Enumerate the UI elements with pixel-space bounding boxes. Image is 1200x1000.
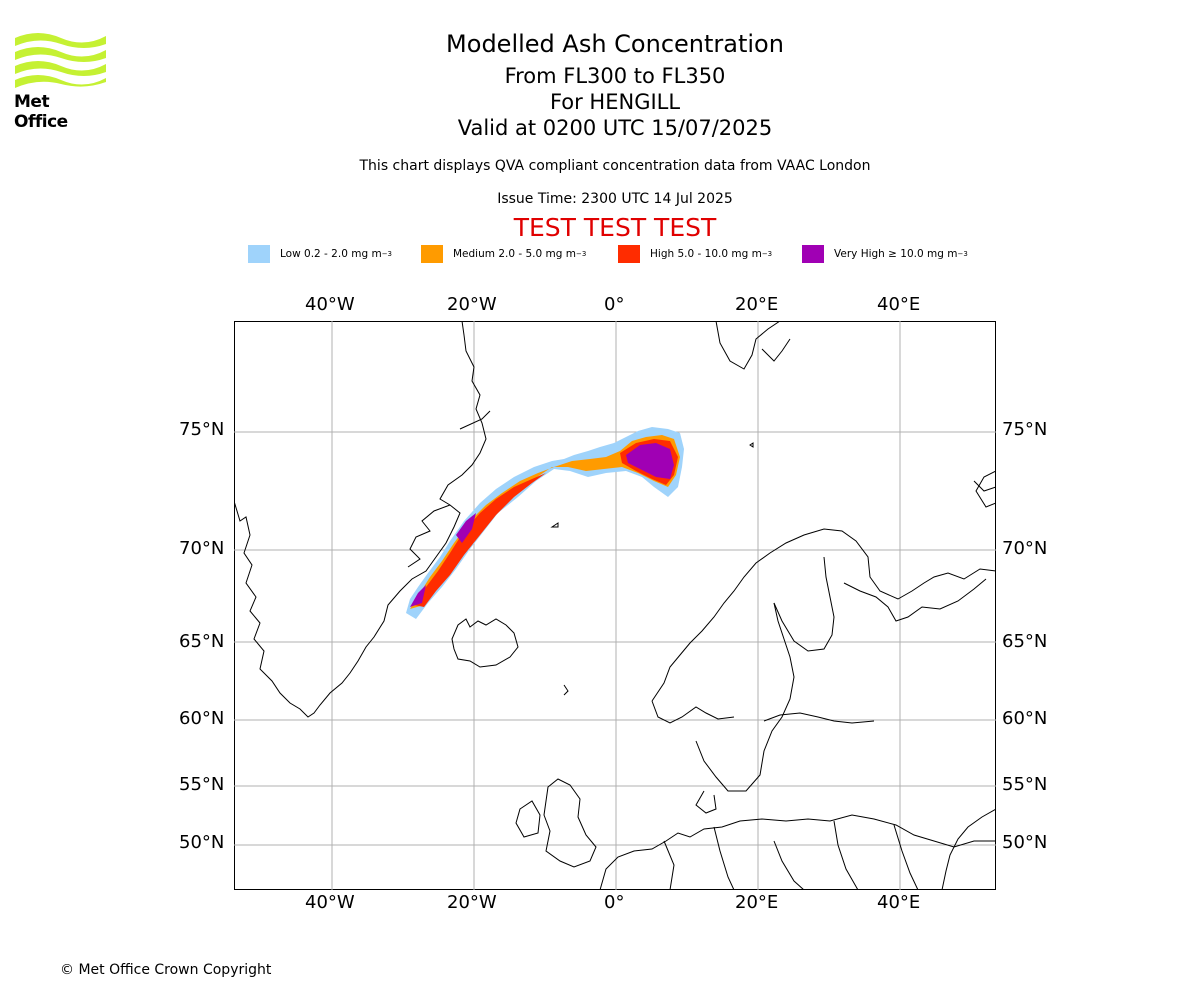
country-border (713, 826, 735, 890)
country-border (833, 820, 859, 890)
lat-label-left: 50°N (179, 832, 225, 853)
kola-coast (843, 578, 987, 622)
jan-mayen-coast (550, 522, 559, 528)
lat-label-right: 55°N (1002, 774, 1048, 795)
gulf-of-bothnia-coast (773, 556, 835, 652)
flight-level-range: From FL300 to FL350 (504, 64, 726, 88)
met-office-logo: Met Office (14, 30, 108, 132)
greenland-coast (234, 321, 487, 718)
lat-label-left: 60°N (179, 708, 225, 729)
country-border (663, 840, 675, 890)
legend-item-low: Low 0.2 - 2.0 mg m −3 (248, 244, 392, 264)
ash-very-high-region (410, 585, 426, 607)
legend-swatch-low (248, 245, 270, 263)
legend-label-very-high: Very High ≥ 10.0 mg m (834, 248, 958, 260)
norway-coast (651, 528, 996, 702)
ash-high-region (414, 467, 558, 607)
south-norway-coast (651, 700, 735, 724)
test-banner: TEST TEST TEST (513, 213, 717, 242)
copyright-notice: © Met Office Crown Copyright (60, 962, 272, 978)
novaya-zemlya-coast (973, 480, 996, 492)
europe-north-coast (599, 814, 996, 890)
map-canvas (234, 321, 996, 890)
lat-label-right: 70°N (1002, 538, 1048, 559)
bear-island-coast (749, 442, 754, 448)
ash-concentration-map (234, 321, 996, 890)
denmark-coast (695, 790, 717, 814)
legend-swatch-high (618, 245, 640, 263)
lat-label-right: 50°N (1002, 832, 1048, 853)
legend-item-very-high: Very High ≥ 10.0 mg m −3 (802, 244, 968, 264)
legend-item-high: High 5.0 - 10.0 mg m −3 (618, 244, 772, 264)
lon-label-top: 20°W (447, 294, 497, 315)
legend-label-medium: Medium 2.0 - 5.0 mg m (453, 248, 576, 260)
legend-swatch-very-high (802, 245, 824, 263)
lon-label-top: 0° (604, 294, 625, 315)
legend-label-high: High 5.0 - 10.0 mg m (650, 248, 762, 260)
valid-time: Valid at 0200 UTC 15/07/2025 (457, 116, 773, 140)
svalbard-coast (761, 338, 791, 362)
chart-subtitle: This chart displays QVA compliant concen… (359, 158, 871, 174)
lon-label-bottom: 20°W (447, 892, 497, 913)
east-coast (975, 470, 996, 508)
east-coast (941, 808, 996, 890)
iceland-coast (451, 618, 519, 668)
country-border (893, 824, 919, 890)
volcano-name: For HENGILL (549, 90, 681, 114)
svalbard-coast (715, 321, 781, 370)
lon-label-top: 20°E (735, 294, 779, 315)
chart-title: Modelled Ash Concentration (446, 30, 784, 58)
lat-label-left: 75°N (179, 419, 225, 440)
ash-very-high-region (626, 443, 674, 479)
ash-very-high-region (456, 513, 476, 543)
issue-time: Issue Time: 2300 UTC 14 Jul 2025 (497, 191, 733, 207)
sweden-coast (695, 602, 795, 792)
great-britain-coast (543, 778, 597, 868)
greenland-fjords (407, 504, 451, 568)
lat-label-right: 75°N (1002, 419, 1048, 440)
lon-label-top: 40°E (877, 294, 921, 315)
lon-label-top: 40°W (305, 294, 355, 315)
lon-label-bottom: 40°W (305, 892, 355, 913)
lat-label-left: 65°N (179, 631, 225, 652)
lat-label-left: 55°N (179, 774, 225, 795)
met-office-waves-logo-icon (15, 33, 106, 88)
lon-label-bottom: 0° (604, 892, 625, 913)
logo-text: Met Office (14, 92, 68, 132)
ireland-coast (515, 800, 541, 838)
ash-plume (406, 427, 684, 619)
lat-label-left: 70°N (179, 538, 225, 559)
country-border (773, 840, 805, 890)
greenland-fjords (459, 410, 491, 430)
lat-label-right: 65°N (1002, 631, 1048, 652)
map-frame (234, 321, 996, 890)
lat-label-right: 60°N (1002, 708, 1048, 729)
lon-label-bottom: 40°E (877, 892, 921, 913)
faroe-islands-coast (563, 684, 569, 696)
legend-swatch-medium (421, 245, 443, 263)
graticule (234, 321, 996, 890)
gulf-of-finland-coast (763, 712, 875, 724)
legend-item-medium: Medium 2.0 - 5.0 mg m −3 (421, 244, 586, 264)
coastlines (234, 321, 996, 890)
lon-label-bottom: 20°E (735, 892, 779, 913)
legend-label-low: Low 0.2 - 2.0 mg m (280, 248, 382, 260)
